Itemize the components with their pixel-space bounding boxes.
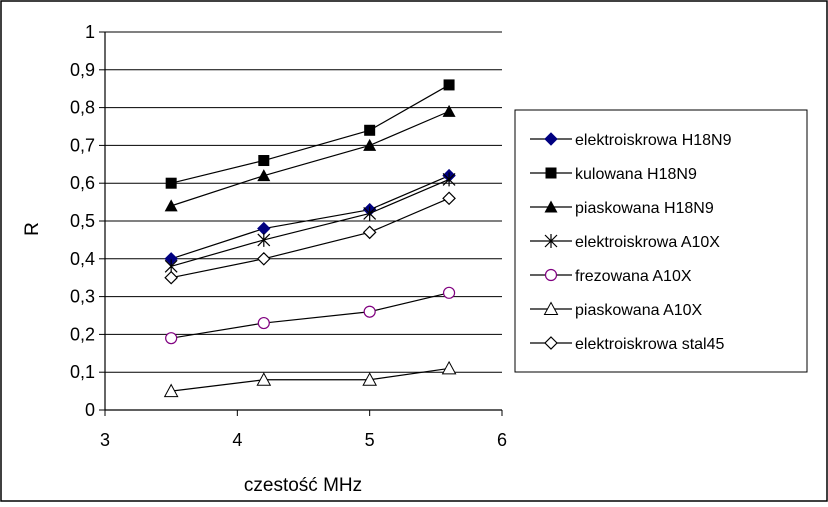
data-point [362,225,377,240]
data-point [543,301,559,315]
data-point [165,177,177,189]
data-point [257,232,271,247]
data-point [257,169,271,182]
data-point [441,360,457,375]
legend-label: kulowana H18N9 [575,166,697,183]
data-point [364,124,376,136]
legend-label: elektroiskrowa H18N9 [575,132,732,149]
y-axis-label: R [22,222,43,236]
data-point [442,104,456,117]
data-point [544,234,558,248]
data-point [544,132,558,146]
y-tick-label: 0,8 [70,98,95,118]
series-line [171,197,450,279]
x-tick-label: 4 [232,430,242,450]
data-point [363,206,377,221]
data-point [256,372,272,386]
series-line [171,178,450,267]
y-tick-label: 0,3 [70,287,95,307]
data-point [256,251,271,266]
data-point [164,270,179,285]
data-point [443,79,455,91]
y-tick-label: 0,6 [70,173,95,193]
data-point [442,286,456,299]
y-tick-label: 0,7 [70,135,95,155]
data-point [544,268,558,282]
x-tick-label: 3 [100,430,110,450]
data-point [163,383,179,398]
y-tick-label: 0,2 [70,324,95,344]
y-tick-label: 0,1 [70,362,95,382]
series-line [171,367,450,392]
x-axis-label: czestość MHz [244,475,362,496]
data-point [442,191,456,206]
series-line [170,110,450,207]
y-tick-label: 0,5 [70,211,95,231]
data-point [164,199,178,212]
y-tick-label: 0,4 [70,249,95,269]
x-tick-label: 5 [365,430,375,450]
series-line [171,292,450,339]
series-line [170,175,450,260]
legend-label: piaskowana A10X [575,302,703,319]
legend-label: piaskowana H18N9 [575,200,714,217]
y-tick-label: 1 [85,22,95,42]
data-point [362,372,378,386]
data-point [544,200,558,213]
data-point [258,155,270,167]
legend-label: frezowana A10X [575,268,692,285]
x-tick-label: 6 [497,430,507,450]
legend-label: elektroiskrowa stal45 [575,336,725,353]
data-point [544,336,558,350]
axes [99,31,503,416]
y-tick-label: 0 [85,400,95,420]
legend-label: elektroiskrowa A10X [575,234,720,251]
data-point [257,316,270,330]
data-point [442,172,456,187]
series-lines [163,79,457,398]
data-point [165,332,178,345]
series-line [171,84,450,184]
y-tick-label: 0,9 [70,60,95,80]
legend: elektroiskrowa H18N9 kulowana H18N9 piasko… [514,109,808,373]
data-point [545,167,557,179]
data-point [363,138,377,151]
data-point [363,305,376,318]
tick-labels: 0 0,1 0,2 0,3 0,4 0,5 0,6 0,7 0,8 0,9 1 3 4 5 6 [70,22,507,450]
